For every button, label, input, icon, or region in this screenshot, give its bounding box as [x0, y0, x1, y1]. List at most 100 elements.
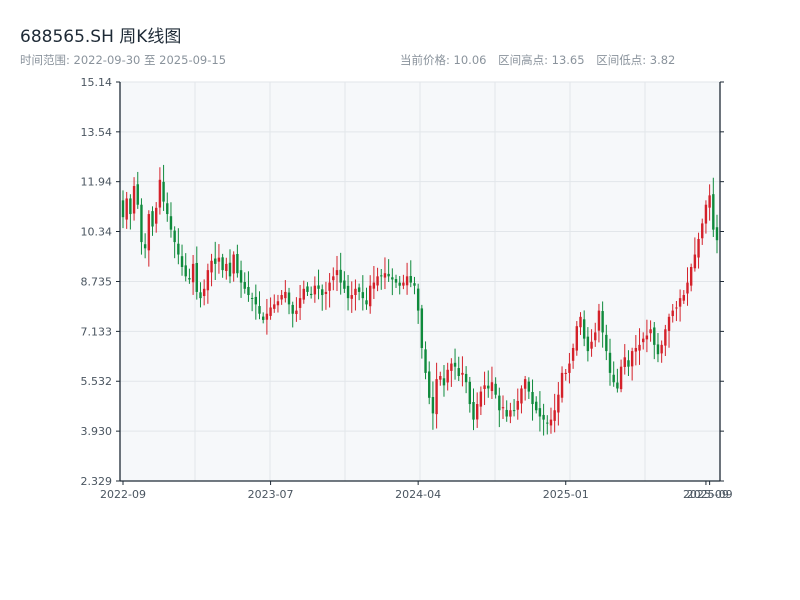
candle-body [549, 419, 553, 426]
candle-body [420, 308, 424, 348]
candle-body [339, 269, 342, 283]
candle-body [516, 400, 519, 410]
candle-body [129, 198, 132, 215]
candle-body [368, 285, 372, 307]
candle-body [302, 288, 305, 300]
candle-body [428, 371, 431, 398]
candle-body [173, 230, 176, 243]
y-tick-label: 11.94 [81, 176, 113, 189]
candle-body [413, 283, 416, 286]
candle-body [634, 347, 638, 352]
candle-body [442, 378, 446, 386]
candle-body [309, 293, 313, 296]
candle-body [195, 262, 198, 292]
candle-body [479, 391, 483, 407]
candle-body [287, 292, 291, 305]
candle-body [376, 276, 379, 286]
candle-body [712, 194, 715, 230]
candle-body [653, 327, 656, 345]
candle-body [435, 379, 438, 415]
x-tick-label: 2025-09 [687, 488, 733, 501]
candle-body [439, 376, 442, 380]
candle-body [409, 276, 412, 283]
price-stats: 当前价格: 10.06 区间高点: 13.65 区间低点: 3.82 [400, 52, 683, 68]
candle-body [586, 336, 590, 352]
candle-body [225, 263, 228, 272]
candle-body [520, 388, 523, 404]
candle-body [523, 379, 527, 389]
candle-body [380, 275, 383, 277]
candle-body [383, 273, 387, 278]
candle-body [199, 292, 202, 299]
x-tick-label: 2023-07 [248, 488, 294, 501]
candle-body [682, 295, 685, 301]
candle-body [527, 381, 531, 392]
candle-body [494, 383, 497, 395]
candle-body [453, 362, 457, 367]
candle-body [664, 329, 667, 346]
candle-body [265, 313, 269, 320]
candle-body [697, 238, 700, 258]
candle-body [247, 286, 250, 296]
candle-body [468, 381, 472, 405]
candle-body [372, 282, 376, 289]
candle-body [313, 285, 317, 295]
candle-body [136, 184, 139, 205]
candle-body [306, 286, 309, 292]
candle-body [261, 316, 265, 320]
candle-body [671, 310, 674, 317]
candle-body [560, 372, 564, 398]
candle-body [324, 291, 328, 295]
candle-body [505, 409, 508, 417]
axes: 15.14 13.54 11.94 10.34 8.735 7.133 5.532 3.930… [81, 76, 733, 501]
candle-body [660, 344, 663, 354]
candle-body [335, 270, 339, 276]
candle-body [649, 329, 652, 334]
candle-body [284, 291, 287, 299]
candle-body [594, 332, 597, 341]
candle-body [579, 316, 582, 328]
candle-body [568, 363, 571, 373]
candle-body [457, 368, 460, 377]
candle-body [450, 363, 453, 371]
candle-body [162, 181, 165, 202]
candle-body [464, 373, 468, 383]
x-tick-label: 2022-09 [100, 488, 146, 501]
candle-body [158, 179, 162, 208]
candle-body [387, 273, 390, 277]
candle-body [472, 402, 475, 420]
candle-body [258, 306, 261, 314]
candle-body [269, 307, 272, 316]
x-tick-label: 2024-04 [395, 488, 441, 501]
candle-body [582, 319, 586, 339]
candle-body [490, 382, 494, 392]
current-price-label: 当前价格: 10.06 [400, 53, 487, 67]
candle-body [487, 385, 490, 389]
candle-body [616, 382, 619, 389]
candle-body [191, 263, 195, 283]
candle-body [656, 344, 660, 355]
candle-body [232, 254, 235, 274]
candle-body [394, 279, 398, 283]
candle-body [177, 243, 180, 255]
candle-body [239, 270, 243, 283]
candle-body [217, 257, 221, 262]
candle-body [605, 334, 608, 352]
candle-body [542, 414, 545, 420]
candle-body [221, 257, 224, 271]
candle-body [701, 223, 704, 239]
candle-body [188, 278, 191, 280]
candle-body [475, 404, 479, 420]
candle-body [531, 392, 534, 405]
candle-body [398, 282, 401, 286]
candle-body [608, 352, 612, 373]
candle-body [645, 335, 649, 340]
candle-body [361, 292, 365, 299]
candle-body [346, 285, 350, 299]
candle-body [630, 351, 634, 367]
candle-body [354, 288, 357, 296]
candle-body [446, 369, 449, 383]
y-tick-label: 15.14 [81, 76, 113, 89]
candle-body [689, 267, 693, 286]
candle-body [575, 326, 579, 351]
